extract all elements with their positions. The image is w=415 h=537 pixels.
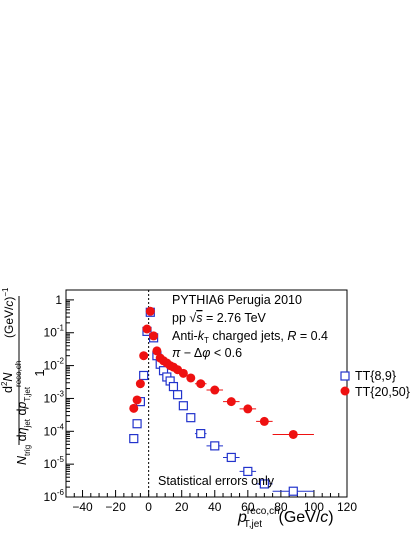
x-axis-tick-labels: −40 −20 0 20 40 60 80 100 120 xyxy=(72,500,357,514)
data-point-tt-8-9 xyxy=(226,452,236,463)
y-tick-label: 10-2 xyxy=(44,357,65,373)
data-point-tt-20-50 xyxy=(259,416,269,426)
y-axis-title: 1 xyxy=(32,369,47,376)
data-point-tt-8-9 xyxy=(178,401,188,411)
data-point-tt-20-50 xyxy=(129,403,139,413)
legend-label-tt-20-50: TT{20,50} xyxy=(355,385,410,399)
x-tick-label: 40 xyxy=(208,500,222,514)
data-point-tt-20-50 xyxy=(145,306,155,316)
y-tick-label: 1 xyxy=(55,293,62,307)
y-tick-label: 10-3 xyxy=(44,389,65,405)
data-point-tt-20-50 xyxy=(288,429,298,439)
data-point-tt-20-50 xyxy=(226,397,236,407)
legend-marker-tt-20-50 xyxy=(340,386,350,396)
y-axis-ticks xyxy=(66,289,74,498)
data-point-tt-8-9 xyxy=(132,419,142,429)
x-tick-label: 20 xyxy=(175,500,189,514)
legend-marker-tt-8-9 xyxy=(340,371,350,381)
svg-text:d2N: d2N xyxy=(0,372,15,393)
x-tick-label: 0 xyxy=(145,500,152,514)
y-tick-label: 10-6 xyxy=(44,488,65,504)
annotation-generator: PYTHIA6 Perugia 2010 xyxy=(172,293,302,307)
data-point-tt-20-50 xyxy=(152,346,162,356)
data-point-tt-8-9 xyxy=(168,381,179,392)
data-point-tt-20-50 xyxy=(210,385,220,395)
legend: TT{8,9} TT{20,50} xyxy=(340,369,410,399)
y-axis-title-numerator: d2N xyxy=(0,372,15,393)
data-point-tt-20-50 xyxy=(178,368,188,378)
x-tick-label: −40 xyxy=(72,500,93,514)
data-point-tt-20-50 xyxy=(196,379,206,389)
x-tick-label: −20 xyxy=(105,500,126,514)
data-point-tt-20-50 xyxy=(132,395,142,405)
svg-text:(GeV/c)−1: (GeV/c)−1 xyxy=(1,287,16,338)
y-tick-label: 10-5 xyxy=(44,455,65,471)
x-tick-label: 100 xyxy=(304,500,324,514)
data-point-tt-20-50 xyxy=(142,324,152,334)
data-point-tt-8-9 xyxy=(139,370,149,381)
annotation-jets: Anti-kT charged jets, R = 0.4 xyxy=(172,329,328,345)
data-point-tt-20-50 xyxy=(135,379,145,389)
y-tick-label: 10-4 xyxy=(44,422,65,438)
data-point-tt-20-50 xyxy=(139,351,149,361)
y-axis-tick-labels: 10-6 10-5 10-4 10-3 10-2 10-1 1 xyxy=(44,293,65,504)
data-point-tt-8-9 xyxy=(196,429,206,439)
x-tick-label: 120 xyxy=(337,500,357,514)
data-point-tt-8-9 xyxy=(259,479,269,489)
x-tick-label: 80 xyxy=(274,500,288,514)
annotation-stat-errors: Statistical errors only xyxy=(158,474,275,488)
data-point-tt-8-9 xyxy=(288,486,298,496)
y-axis-title-full: Ntrig dηjet dpT,jetreco,ch xyxy=(14,361,32,465)
series-tt-20-50 xyxy=(129,306,314,439)
data-point-tt-8-9 xyxy=(186,413,196,423)
legend-label-tt-8-9: TT{8,9} xyxy=(355,369,396,383)
x-axis-title: preco,ch T,jet (GeV/c) xyxy=(237,506,334,530)
data-point-tt-8-9 xyxy=(210,441,220,451)
annotation-dphi: π − Δφ < 0.6 xyxy=(172,346,242,360)
data-point-tt-8-9 xyxy=(243,466,253,477)
data-point-tt-20-50 xyxy=(243,404,253,414)
data-point-tt-20-50 xyxy=(186,373,196,383)
data-point-tt-8-9 xyxy=(129,433,139,444)
x-tick-label: 60 xyxy=(241,500,255,514)
data-point-tt-8-9 xyxy=(172,390,183,400)
data-point-tt-20-50 xyxy=(149,331,159,341)
svg-text:Ntrig dηjet dpT,jetreco,ch: Ntrig dηjet dpT,jetreco,ch xyxy=(14,361,32,465)
y-tick-label: 10-1 xyxy=(44,324,65,340)
svg-text:1: 1 xyxy=(32,369,47,376)
annotation-energy: pp √s = 2.76 TeV xyxy=(172,311,267,325)
y-axis-title-units: (GeV/c)−1 xyxy=(1,287,16,338)
